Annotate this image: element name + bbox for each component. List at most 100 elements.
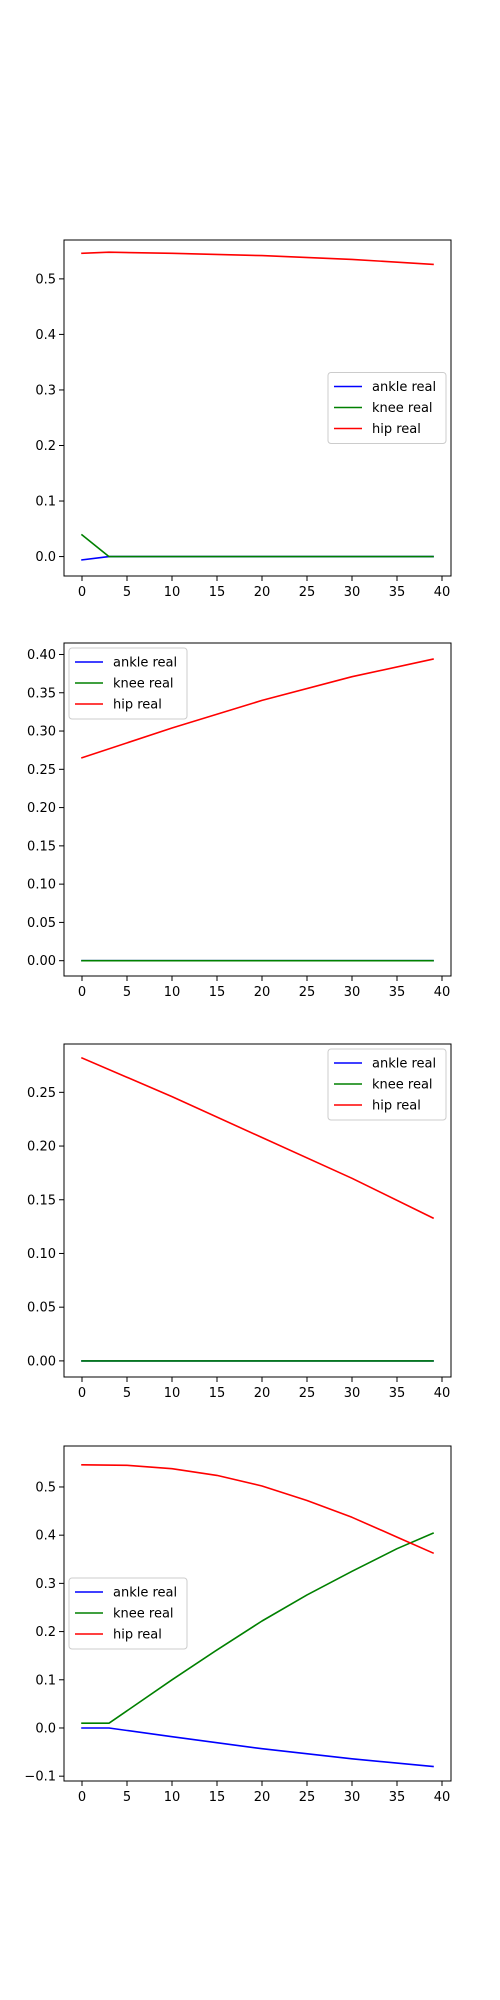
series-line: [80, 533, 434, 558]
chart-panel-4: 0 5 10 15 20 25 30 35 40 −0.1 0.0 0.1 0.2 0.3 0.4 0.5 an…: [24, 1445, 452, 1805]
chart-panel-3: 0 5 10 15 20 25 30 35 40 0.00 0.05 0.10 0.15 0.20 0.25…: [27, 1043, 452, 1401]
y-tick-label: 0.2: [35, 439, 56, 454]
y-tick-label: 0.05: [27, 1301, 56, 1316]
x-tick-label: 35: [389, 1386, 406, 1401]
y-tick-label: 0.0: [35, 550, 56, 565]
x-tick-label: 10: [164, 585, 181, 600]
series-line: [81, 1463, 435, 1555]
series-line: [80, 1056, 435, 1220]
x-tick-label: 25: [299, 985, 316, 1000]
legend-label: hip real: [372, 1099, 421, 1114]
legend-label: hip real: [372, 422, 421, 437]
x-tick-label: 20: [254, 1790, 271, 1805]
y-tick-label: 0.1: [35, 495, 56, 510]
series-line: [80, 658, 434, 759]
x-tick-label: 35: [389, 585, 406, 600]
legend-label: ankle real: [113, 1586, 177, 1601]
x-tick-label: 35: [389, 985, 406, 1000]
x-tick-label: 25: [299, 1386, 316, 1401]
x-tick-label: 0: [78, 585, 86, 600]
x-tick-label: 30: [344, 985, 361, 1000]
y-tick-label: −0.1: [24, 1770, 56, 1785]
x-tick-label: 5: [123, 985, 131, 1000]
legend-label: ankle real: [372, 1057, 436, 1072]
x-tick-label: 20: [254, 585, 271, 600]
y-tick-label: 0.1: [35, 1673, 56, 1688]
legend: ankle real knee real hip real: [327, 1048, 447, 1121]
legend-label: knee real: [372, 1078, 433, 1093]
legend: ankle real knee real hip real: [327, 372, 447, 444]
x-tick-label: 10: [164, 1386, 181, 1401]
chart-panel-2: 0 5 10 15 20 25 30 35 40 0.00 0.05 0.10 0.15 0.20 0.25…: [27, 642, 452, 1000]
legend: ankle real knee real hip real: [68, 1577, 188, 1650]
y-tick-label: 0.4: [35, 1529, 56, 1544]
plot-frame: [63, 1445, 452, 1782]
legend-label: knee real: [113, 677, 174, 692]
x-tick-label: 40: [434, 1386, 451, 1401]
x-tick-label: 30: [344, 1790, 361, 1805]
x-tick-label: 20: [254, 1386, 271, 1401]
x-tick-label: 10: [164, 985, 181, 1000]
x-tick-label: 15: [209, 985, 226, 1000]
x-tick-label: 25: [299, 1790, 316, 1805]
y-tick-label: 0.15: [27, 839, 56, 854]
y-tick-label: 0.15: [27, 1193, 56, 1208]
y-tick-label: 0.25: [27, 763, 56, 778]
series-line: [81, 1727, 434, 1768]
x-tick-label: 40: [434, 985, 451, 1000]
y-tick-label: 0.2: [35, 1625, 56, 1640]
x-tick-label: 10: [164, 1790, 181, 1805]
x-tick-label: 35: [389, 1790, 406, 1805]
legend-box: [327, 1048, 447, 1121]
legend-label: knee real: [113, 1607, 174, 1622]
plot-frame: [63, 239, 452, 577]
legend: ankle real knee real hip real: [68, 647, 188, 720]
legend-box: [68, 1577, 188, 1650]
y-tick-label: 0.3: [35, 383, 56, 398]
legend-box: [327, 372, 447, 444]
x-tick-label: 15: [209, 585, 226, 600]
series-line: [81, 251, 434, 266]
y-tick-label: 0.25: [27, 1086, 56, 1101]
x-tick-label: 40: [434, 1790, 451, 1805]
plot-frame: [63, 1043, 452, 1378]
legend-label: hip real: [113, 1628, 162, 1643]
x-tick-label: 20: [254, 985, 271, 1000]
x-tick-label: 0: [78, 1386, 86, 1401]
y-tick-label: 0.10: [27, 1247, 56, 1262]
plot-frame: [63, 642, 452, 977]
legend-label: knee real: [372, 401, 433, 416]
y-tick-label: 0.00: [27, 1354, 56, 1369]
x-tick-label: 0: [78, 985, 86, 1000]
y-tick-label: 0.10: [27, 878, 56, 893]
legend-label: ankle real: [113, 656, 177, 671]
series-line: [81, 1532, 435, 1724]
y-tick-label: 0.4: [35, 328, 56, 343]
x-tick-label: 30: [344, 585, 361, 600]
legend-label: hip real: [113, 698, 162, 713]
y-tick-label: 0.5: [35, 272, 56, 287]
legend-box: [68, 647, 188, 720]
y-tick-label: 0.00: [27, 954, 56, 969]
y-tick-label: 0.05: [27, 916, 56, 931]
y-tick-label: 0.20: [27, 1140, 56, 1155]
x-tick-label: 5: [123, 585, 131, 600]
x-tick-label: 15: [209, 1386, 226, 1401]
y-tick-label: 0.0: [35, 1721, 56, 1736]
x-tick-label: 5: [123, 1386, 131, 1401]
chart-panel-1: 0 5 10 15 20 25 30 35 40 0.0 0.1 0.2 0.3 0.4 0.5 ankle …: [35, 239, 452, 600]
y-tick-label: 0.20: [27, 801, 56, 816]
y-tick-label: 0.3: [35, 1577, 56, 1592]
x-tick-label: 15: [209, 1790, 226, 1805]
x-tick-label: 0: [78, 1790, 86, 1805]
x-tick-label: 5: [123, 1790, 131, 1805]
x-tick-label: 30: [344, 1386, 361, 1401]
x-tick-label: 40: [434, 585, 451, 600]
y-tick-label: 0.35: [27, 686, 56, 701]
y-tick-label: 0.30: [27, 725, 56, 740]
y-tick-label: 0.40: [27, 648, 56, 663]
x-tick-label: 25: [299, 585, 316, 600]
y-tick-label: 0.5: [35, 1480, 56, 1495]
legend-label: ankle real: [372, 380, 436, 395]
